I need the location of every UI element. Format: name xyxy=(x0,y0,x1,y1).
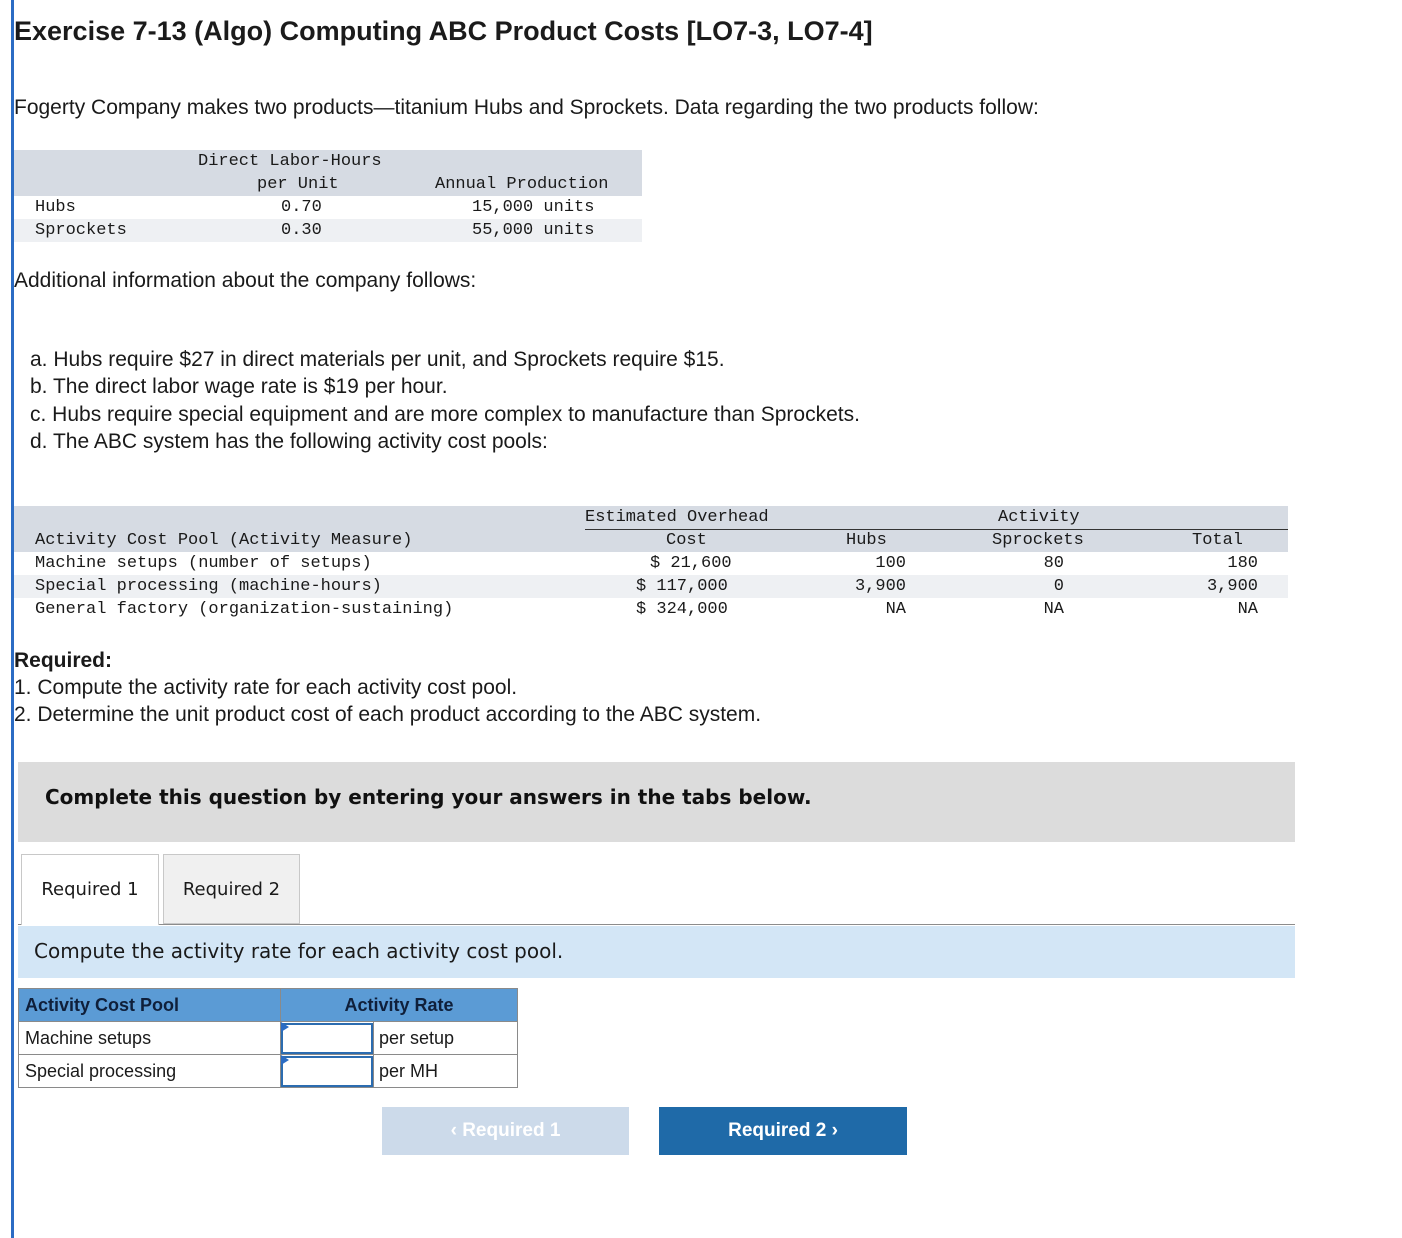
additional-info: Additional information about the company… xyxy=(14,269,477,292)
table-row: Hubs 0.70 15,000 units xyxy=(14,196,642,219)
required-heading: Required: xyxy=(14,649,113,672)
intro-text: Fogerty Company makes two products—titan… xyxy=(14,96,1039,119)
dlh-value: 0.30 xyxy=(281,221,322,240)
activity-underline xyxy=(795,529,1288,530)
list-item: d. The ABC system has the following acti… xyxy=(30,429,548,453)
sprockets-value: NA xyxy=(1043,600,1064,619)
table-row: Machine setups per setup xyxy=(18,1021,518,1055)
hubs-value: NA xyxy=(885,600,906,619)
table-row: Sprockets 0.30 55,000 units xyxy=(14,219,642,242)
tab-instruction: Compute the activity rate for each activ… xyxy=(18,926,1295,978)
overhead-header-line2: Cost xyxy=(666,531,707,550)
page-title: Exercise 7-13 (Algo) Computing ABC Produ… xyxy=(14,16,873,46)
overhead-underline xyxy=(585,529,795,530)
hubs-value: 3,900 xyxy=(854,577,906,596)
pool-name: General factory (organization-sustaining… xyxy=(35,600,454,619)
prev-button-label: Required 1 xyxy=(462,1120,561,1141)
product-name: Sprockets xyxy=(35,221,127,240)
total-header: Total xyxy=(1192,531,1244,550)
tab-required-2[interactable]: Required 2 xyxy=(163,854,300,924)
total-value: 180 xyxy=(1227,554,1258,573)
sprockets-value: 0 xyxy=(1053,577,1064,596)
production-value: 15,000 units xyxy=(472,198,595,217)
instruction-text: Compute the activity rate for each activ… xyxy=(34,939,564,963)
special-processing-rate-input[interactable] xyxy=(281,1055,373,1087)
required-item: 1. Compute the activity rate for each ac… xyxy=(14,676,518,699)
activity-header: Activity xyxy=(998,508,1080,527)
banner-text: Complete this question by entering your … xyxy=(45,785,812,809)
pool-label: Machine setups xyxy=(18,1021,281,1055)
input-flag-icon xyxy=(281,1055,289,1065)
table-row: General factory (organization-sustaining… xyxy=(14,598,1288,621)
pool-header: Activity Cost Pool (Activity Measure) xyxy=(35,531,413,550)
machine-setups-rate-input[interactable] xyxy=(281,1022,373,1054)
left-border xyxy=(11,0,14,1238)
table-row: Special processing (machine-hours) $ 117… xyxy=(14,575,1288,598)
prev-required-button[interactable]: ‹ Required 1 xyxy=(382,1107,629,1155)
hubs-value: 100 xyxy=(875,554,906,573)
cost-value: $ 117,000 xyxy=(636,577,728,596)
answer-table-header: Activity Cost Pool Activity Rate xyxy=(18,988,518,1022)
activity-table-header: Estimated Overhead Activity Activity Cos… xyxy=(14,506,1288,552)
dlh-header-line1: Direct Labor-Hours xyxy=(198,152,382,171)
hubs-header: Hubs xyxy=(846,531,887,550)
pool-column-header: Activity Cost Pool xyxy=(18,988,281,1022)
pool-name: Machine setups (number of setups) xyxy=(35,554,372,573)
product-name: Hubs xyxy=(35,198,76,217)
table-row: Special processing per MH xyxy=(18,1054,518,1088)
list-item: a. Hubs require $27 in direct materials … xyxy=(30,348,725,371)
info-list: a. Hubs require $27 in direct materials … xyxy=(30,346,860,455)
chevron-right-icon: › xyxy=(831,1120,838,1141)
dlh-header-line2: per Unit xyxy=(257,175,339,194)
production-header: Annual Production xyxy=(435,175,609,194)
tab-required-1[interactable]: Required 1 xyxy=(21,854,159,925)
total-value: 3,900 xyxy=(1206,577,1258,596)
total-value: NA xyxy=(1237,600,1258,619)
pool-label: Special processing xyxy=(18,1054,281,1088)
sprockets-value: 80 xyxy=(1043,554,1064,573)
list-item: c. Hubs require special equipment and ar… xyxy=(30,402,860,426)
next-required-button[interactable]: Required 2 › xyxy=(659,1107,907,1155)
instructions-banner: Complete this question by entering your … xyxy=(18,762,1295,842)
products-table: Direct Labor-Hours per Unit Annual Produ… xyxy=(14,150,642,242)
answer-table: Activity Cost Pool Activity Rate Machine… xyxy=(18,988,518,1088)
sprockets-header: Sprockets xyxy=(992,531,1084,550)
tab-divider xyxy=(18,924,1295,925)
rate-column-header: Activity Rate xyxy=(280,988,518,1022)
dlh-value: 0.70 xyxy=(281,198,322,217)
input-flag-icon xyxy=(281,1022,289,1032)
production-value: 55,000 units xyxy=(472,221,595,240)
rate-unit: per MH xyxy=(373,1054,518,1088)
chevron-left-icon: ‹ xyxy=(450,1120,457,1141)
rate-unit: per setup xyxy=(373,1021,518,1055)
activity-table: Estimated Overhead Activity Activity Cos… xyxy=(14,506,1288,621)
cost-value: $ 21,600 xyxy=(650,554,732,573)
required-item: 2. Determine the unit product cost of ea… xyxy=(14,703,762,726)
rate-cell xyxy=(280,1054,374,1088)
products-table-header: Direct Labor-Hours per Unit Annual Produ… xyxy=(14,150,642,196)
table-row: Machine setups (number of setups) $ 21,6… xyxy=(14,552,1288,575)
pool-name: Special processing (machine-hours) xyxy=(35,577,382,596)
overhead-header-line1: Estimated Overhead xyxy=(585,508,769,527)
next-button-label: Required 2 xyxy=(728,1120,827,1141)
rate-cell xyxy=(280,1021,374,1055)
list-item: b. The direct labor wage rate is $19 per… xyxy=(30,375,448,399)
cost-value: $ 324,000 xyxy=(636,600,728,619)
